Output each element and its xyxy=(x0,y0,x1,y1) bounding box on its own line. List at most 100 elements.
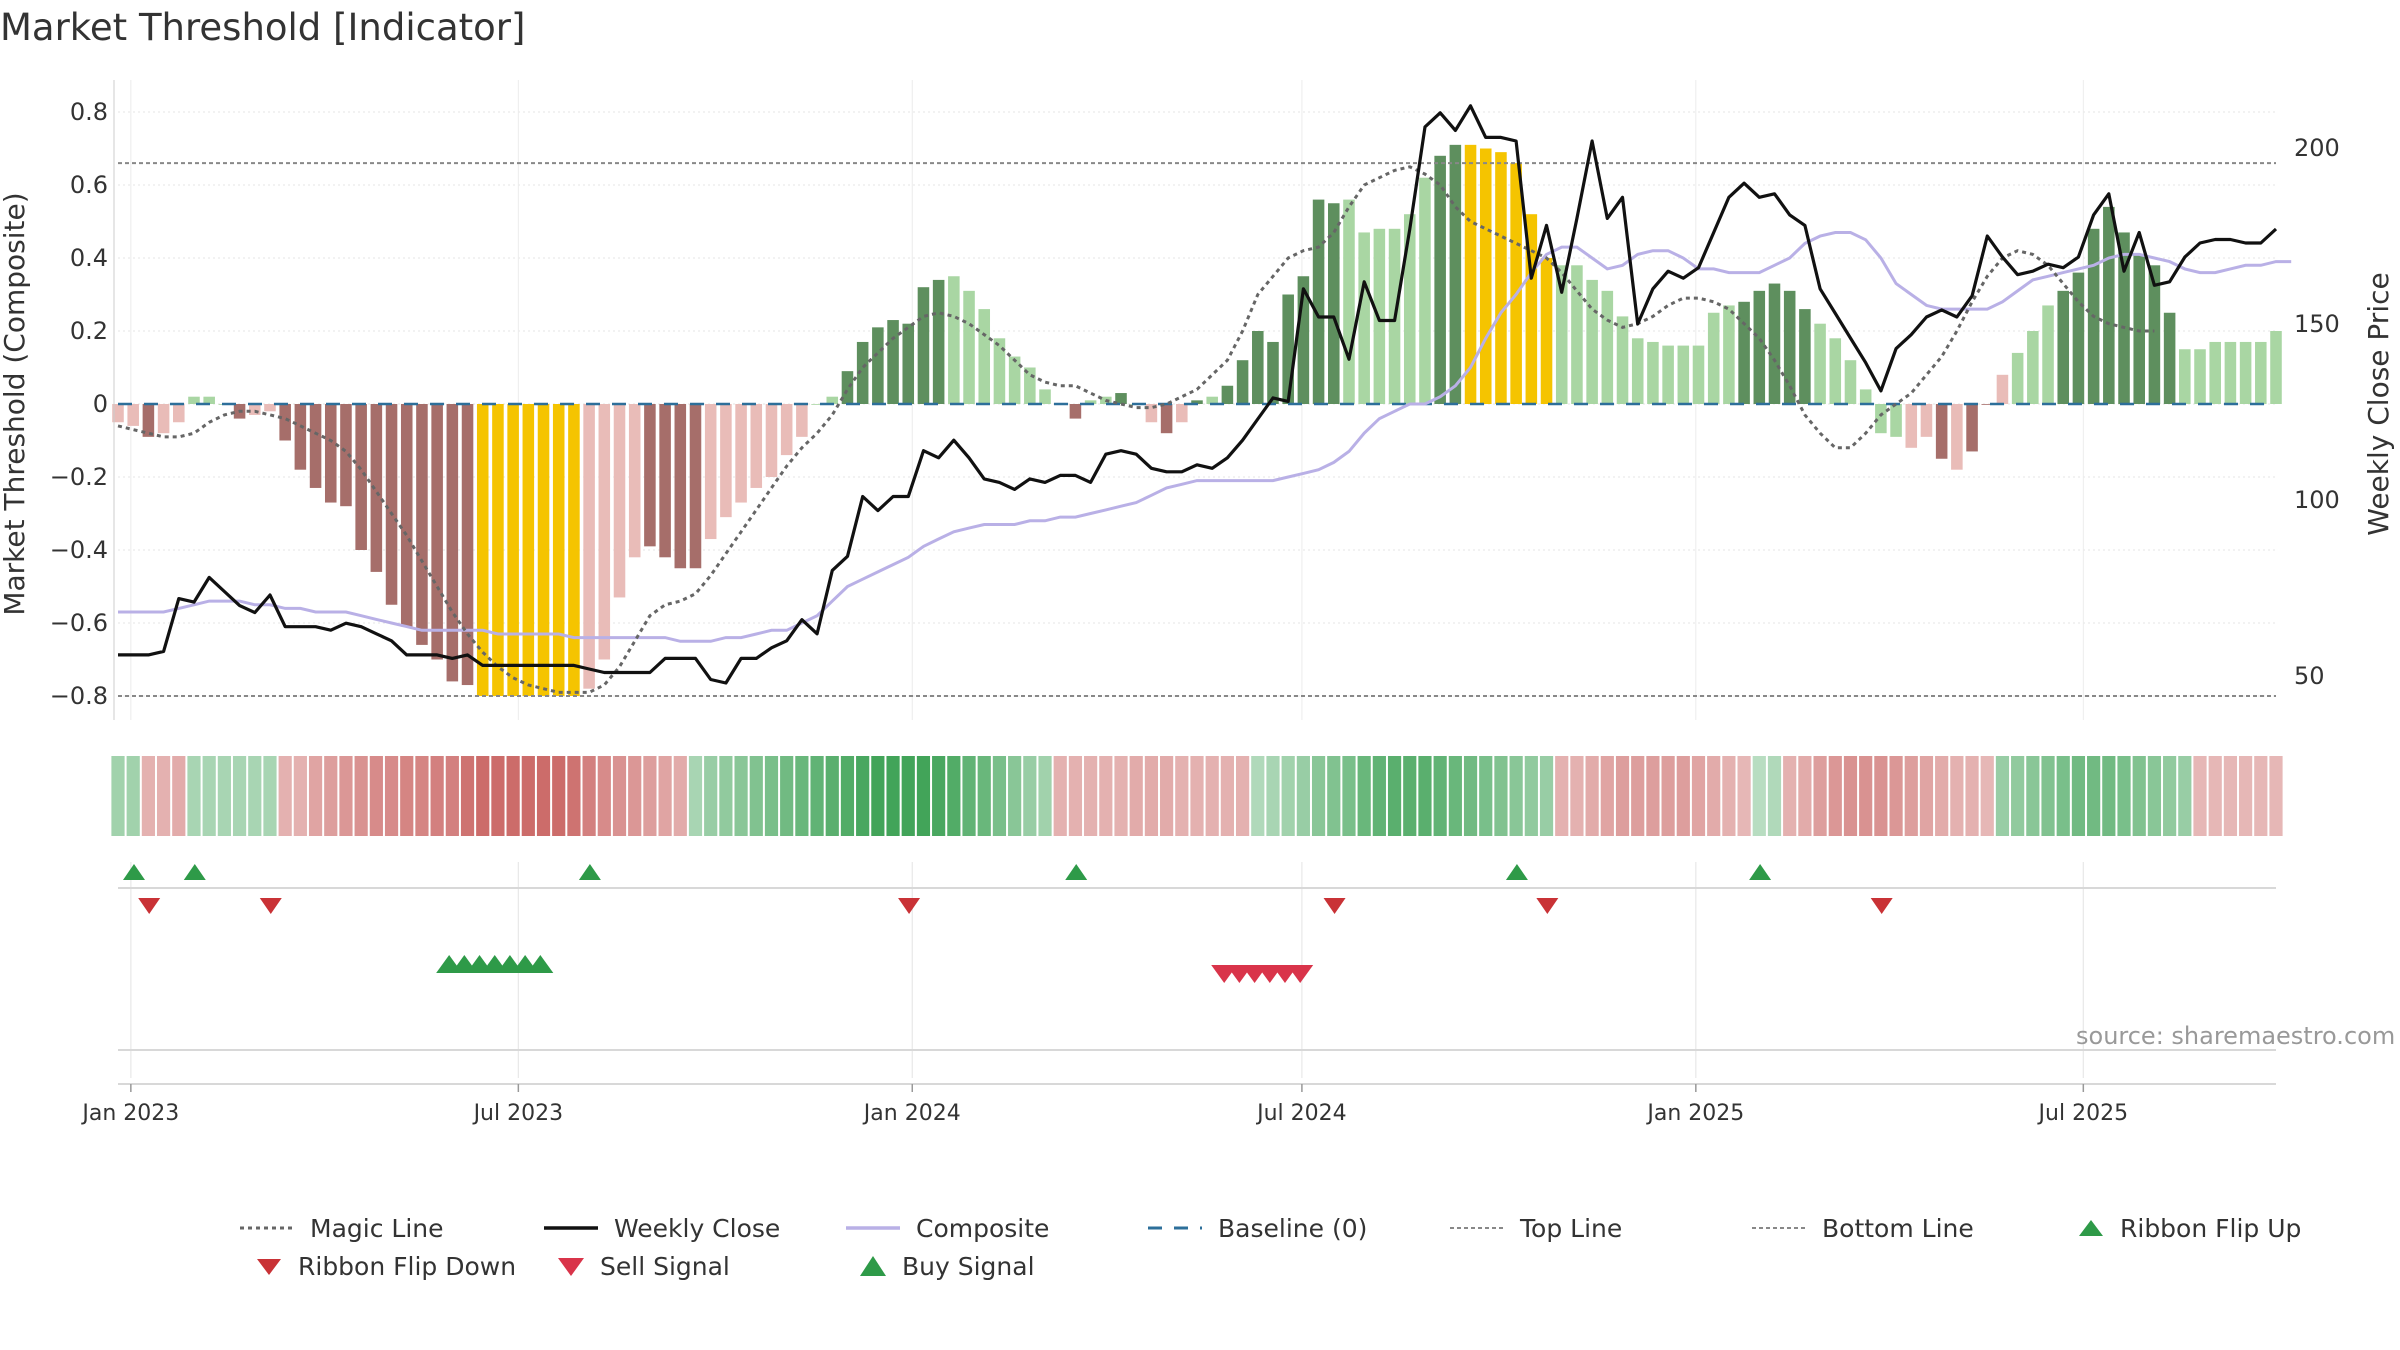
legend-swatch-top-line xyxy=(1450,1227,1504,1229)
composite-bar xyxy=(1039,389,1051,404)
ribbon-cell xyxy=(1281,756,1295,836)
ribbon-cell xyxy=(1023,756,1037,836)
composite-bar xyxy=(2148,265,2161,404)
ribbon-cell xyxy=(1904,756,1918,836)
legend-ribbon-flip-down: Ribbon Flip Down xyxy=(254,1248,516,1284)
ribbon-cell xyxy=(1646,756,1660,836)
ribbon-cell xyxy=(460,756,475,836)
flip-up-marker xyxy=(1749,864,1772,880)
composite-bar xyxy=(188,396,200,404)
ribbon-cell xyxy=(932,756,946,836)
ribbon-cell xyxy=(1874,756,1888,836)
composite-bar xyxy=(248,404,261,415)
x-tick-label: Jul 2024 xyxy=(1255,1101,1347,1126)
composite-bar xyxy=(552,404,565,696)
y-axis-title-right: Weekly Close Price xyxy=(2362,272,2395,535)
composite-bar xyxy=(2072,272,2085,404)
composite-bar xyxy=(1890,404,1902,437)
composite-bar xyxy=(2118,232,2130,404)
legend-label: Ribbon Flip Up xyxy=(2120,1213,2302,1243)
ribbon-cell xyxy=(491,756,505,836)
composite-bar xyxy=(1905,404,1918,448)
composite-bar xyxy=(142,404,155,437)
source-note: source: sharemaestro.com xyxy=(2076,1022,2396,1050)
composite-bar xyxy=(674,404,687,569)
composite-bar xyxy=(1160,404,1173,434)
ribbon-cell xyxy=(1676,756,1690,836)
composite-bar xyxy=(720,404,732,518)
composite-bar xyxy=(1844,360,1857,404)
ribbon-cell xyxy=(1767,756,1782,836)
flip-up-marker xyxy=(1065,864,1088,880)
ribbon-cell xyxy=(1403,756,1417,836)
composite-bar xyxy=(750,404,763,488)
flip-down-marker xyxy=(1323,898,1346,914)
ribbon-cell xyxy=(1053,756,1067,836)
ribbon-cell xyxy=(977,756,991,836)
ribbon-cell xyxy=(1144,756,1159,836)
composite-bar xyxy=(1327,203,1340,404)
composite-bar xyxy=(173,404,185,423)
composite-bar xyxy=(127,404,139,426)
ribbon-cell xyxy=(734,756,748,836)
ribbon-cell xyxy=(1585,756,1599,836)
composite-bar xyxy=(1677,345,1690,404)
ribbon-cell xyxy=(658,756,672,836)
composite-bar xyxy=(1145,404,1158,423)
sell-signal-icon xyxy=(558,1258,584,1276)
ribbon-cell xyxy=(1311,756,1326,836)
ribbon-cell xyxy=(688,756,703,836)
composite-bar xyxy=(1555,265,1568,404)
composite-bar xyxy=(963,290,975,404)
legend-ribbon-flip-up: Ribbon Flip Up xyxy=(2076,1210,2301,1246)
legend-label: Top Line xyxy=(1520,1213,1623,1243)
legend-label: Bottom Line xyxy=(1822,1213,1974,1243)
y-tick-label: 0.4 xyxy=(70,244,108,272)
composite-bar xyxy=(1510,163,1522,404)
legend-label: Sell Signal xyxy=(600,1251,730,1281)
composite-bar xyxy=(1449,144,1462,404)
composite-bar xyxy=(811,404,823,405)
legend-label: Ribbon Flip Down xyxy=(298,1251,517,1281)
composite-bar xyxy=(887,320,899,404)
ribbon-cell xyxy=(2041,756,2055,836)
sell-signal-marker xyxy=(1287,965,1314,983)
ribbon-cell xyxy=(506,756,520,836)
composite-bar xyxy=(264,404,276,412)
ribbon-cell xyxy=(1843,756,1858,836)
ribbon-cell xyxy=(400,756,414,836)
legend-swatch-weekly-close xyxy=(544,1226,598,1230)
ribbon-cell xyxy=(1175,756,1189,836)
composite-bar xyxy=(2270,331,2282,404)
flip-down-marker xyxy=(898,898,921,914)
ribbon-cell xyxy=(2223,756,2238,836)
composite-bar xyxy=(112,404,124,423)
composite-bar xyxy=(370,404,383,572)
composite-bar xyxy=(1601,290,1614,404)
y-tick-label: 0 xyxy=(93,390,108,418)
ribbon-cell xyxy=(1828,756,1842,836)
composite-bar xyxy=(1297,276,1310,404)
legend-label: Weekly Close xyxy=(614,1213,781,1243)
chart-title: Market Threshold [Indicator] xyxy=(0,6,526,49)
y2-tick-label: 100 xyxy=(2294,486,2340,514)
composite-bar xyxy=(461,404,474,686)
ribbon-cell xyxy=(1965,756,1979,836)
composite-bar xyxy=(872,327,884,404)
composite-bar xyxy=(1343,199,1355,404)
composite-bar xyxy=(644,404,656,547)
ribbon-cell xyxy=(764,756,779,836)
composite-bar xyxy=(1008,356,1021,404)
y2-tick-label: 50 xyxy=(2294,662,2325,690)
ribbon-cell xyxy=(354,756,368,836)
ribbon-cell xyxy=(628,756,642,836)
y-tick-label: −0.4 xyxy=(50,536,108,564)
ribbon-cell xyxy=(2178,756,2192,836)
axes: −0.8 −0.6 −0.4 −0.2 0 0.2 0.4 0.6 0.8 Market Thre… xyxy=(0,80,2395,720)
ribbon-cell xyxy=(1707,756,1721,836)
ribbon-cell xyxy=(1494,756,1508,836)
ribbon-cell xyxy=(1570,756,1584,836)
composite-bar xyxy=(628,404,641,558)
flip-up-marker xyxy=(578,864,601,880)
ribbon-cell xyxy=(1327,756,1341,836)
